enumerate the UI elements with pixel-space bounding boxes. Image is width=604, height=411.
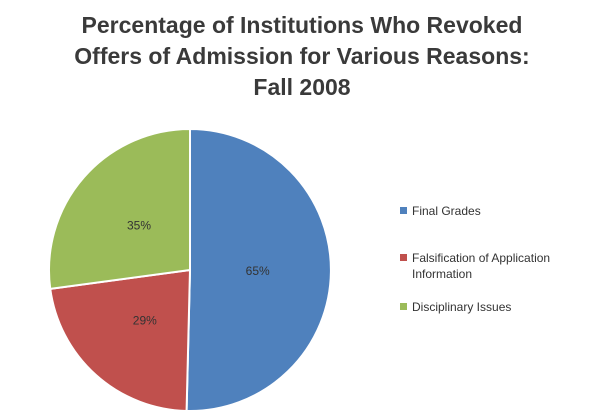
data-label-final-grades: 65%: [246, 264, 270, 278]
pie-slice-falsification: [49, 268, 192, 411]
chart-title-line-1: Percentage of Institutions Who Revoked: [81, 12, 523, 38]
pie-slice-final-grades: [185, 127, 332, 411]
legend-label-final-grades: Final Grades: [412, 204, 481, 218]
chart-title-line-2: Offers of Admission for Various Reasons:: [74, 43, 530, 69]
legend-swatch-disciplinary-issues: [400, 303, 407, 310]
legend-swatch-falsification: [400, 254, 407, 261]
chart-title: Percentage of Institutions Who Revoked O…: [0, 10, 604, 103]
pie-slice-disciplinary-issues: [47, 127, 191, 290]
legend-label-disciplinary-issues: Disciplinary Issues: [412, 300, 512, 314]
legend-label-falsification: Falsification of Application Information: [412, 251, 551, 281]
legend-swatch-final-grades: [400, 207, 407, 214]
chart-title-line-3: Fall 2008: [253, 74, 351, 100]
data-label-disciplinary-issues: 35%: [127, 219, 151, 233]
data-label-falsification: 29%: [133, 313, 157, 327]
